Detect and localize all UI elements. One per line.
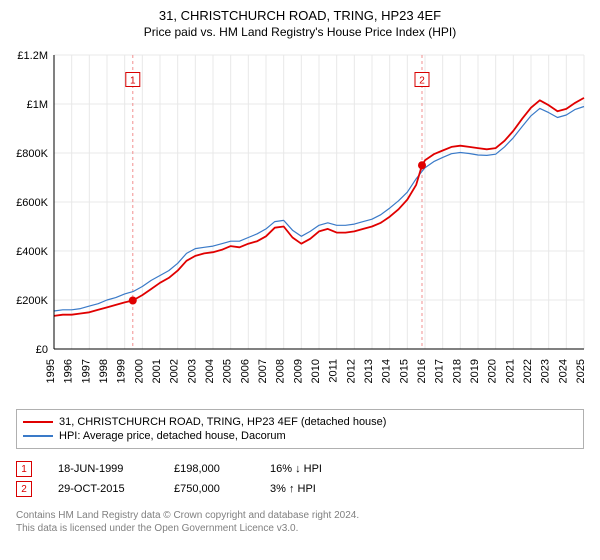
x-tick-label: 2025 — [575, 359, 587, 383]
x-tick-label: 1998 — [98, 359, 110, 383]
event-marker-label: 1 — [130, 76, 136, 87]
legend-label: HPI: Average price, detached house, Daco… — [59, 430, 286, 442]
x-tick-label: 2024 — [557, 359, 569, 383]
legend-item: HPI: Average price, detached house, Daco… — [23, 430, 577, 442]
x-tick-label: 2023 — [540, 359, 552, 383]
y-tick-label: £1M — [27, 99, 48, 111]
legend-swatch — [23, 421, 53, 423]
x-tick-label: 2007 — [257, 359, 269, 383]
x-tick-label: 2002 — [169, 359, 181, 383]
y-tick-label: £400K — [16, 246, 48, 258]
x-tick-label: 2015 — [398, 359, 410, 383]
events-table: 1 18-JUN-1999 £198,000 16% ↓ HPI 2 29-OCT-201… — [16, 457, 584, 501]
footnote-line: Contains HM Land Registry data © Crown c… — [16, 509, 584, 522]
event-date: 29-OCT-2015 — [58, 483, 148, 495]
legend-swatch — [23, 435, 53, 437]
x-tick-label: 2005 — [222, 359, 234, 383]
x-tick-label: 2009 — [292, 359, 304, 383]
x-tick-label: 2022 — [522, 359, 534, 383]
y-tick-label: £1.2M — [17, 50, 48, 62]
footnote: Contains HM Land Registry data © Crown c… — [16, 509, 584, 535]
footnote-line: This data is licensed under the Open Gov… — [16, 522, 584, 535]
x-tick-label: 2016 — [416, 359, 428, 383]
legend-item: 31, CHRISTCHURCH ROAD, TRING, HP23 4EF (… — [23, 416, 577, 428]
y-tick-label: £200K — [16, 295, 48, 307]
x-tick-label: 2000 — [133, 359, 145, 383]
x-tick-label: 2012 — [345, 359, 357, 383]
x-tick-label: 2013 — [363, 359, 375, 383]
line-chart: £0 £200K £400K £600K £800K £1M £1.2M 1995 1996 19… — [10, 45, 590, 405]
x-tick-label: 2006 — [239, 359, 251, 383]
x-tick-label: 2020 — [487, 359, 499, 383]
x-tick-label: 2008 — [275, 359, 287, 383]
event-delta: 3% ↑ HPI — [270, 483, 370, 495]
event-row: 2 29-OCT-2015 £750,000 3% ↑ HPI — [16, 481, 584, 497]
chart-subtitle: Price paid vs. HM Land Registry's House … — [10, 25, 590, 39]
x-tick-label: 1995 — [45, 359, 57, 383]
event-number-box: 2 — [16, 481, 32, 497]
legend-label: 31, CHRISTCHURCH ROAD, TRING, HP23 4EF (… — [59, 416, 386, 428]
chart-title: 31, CHRISTCHURCH ROAD, TRING, HP23 4EF — [10, 8, 590, 23]
x-tick-label: 1996 — [63, 359, 75, 383]
event-price: £750,000 — [174, 483, 244, 495]
x-tick-label: 2011 — [328, 359, 340, 383]
event-date: 18-JUN-1999 — [58, 463, 148, 475]
x-tick-label: 1999 — [116, 359, 128, 383]
x-tick-label: 2010 — [310, 359, 322, 383]
x-tick-label: 2004 — [204, 359, 216, 383]
chart-area: £0 £200K £400K £600K £800K £1M £1.2M 1995 1996 19… — [10, 45, 590, 405]
x-tick-label: 2021 — [504, 359, 516, 383]
event-delta: 16% ↓ HPI — [270, 463, 370, 475]
event-price: £198,000 — [174, 463, 244, 475]
x-tick-label: 2017 — [434, 359, 446, 383]
x-tick-label: 2019 — [469, 359, 481, 383]
x-tick-label: 2014 — [381, 359, 393, 383]
event-number-box: 1 — [16, 461, 32, 477]
x-tick-label: 1997 — [80, 359, 92, 383]
y-tick-label: £800K — [16, 148, 48, 160]
event-row: 1 18-JUN-1999 £198,000 16% ↓ HPI — [16, 461, 584, 477]
x-tick-label: 2001 — [151, 359, 163, 383]
y-tick-label: £600K — [16, 197, 48, 209]
legend: 31, CHRISTCHURCH ROAD, TRING, HP23 4EF (… — [16, 409, 584, 449]
x-tick-label: 2003 — [186, 359, 198, 383]
event-marker-label: 2 — [419, 76, 425, 87]
y-tick-label: £0 — [36, 344, 48, 356]
x-tick-label: 2018 — [451, 359, 463, 383]
